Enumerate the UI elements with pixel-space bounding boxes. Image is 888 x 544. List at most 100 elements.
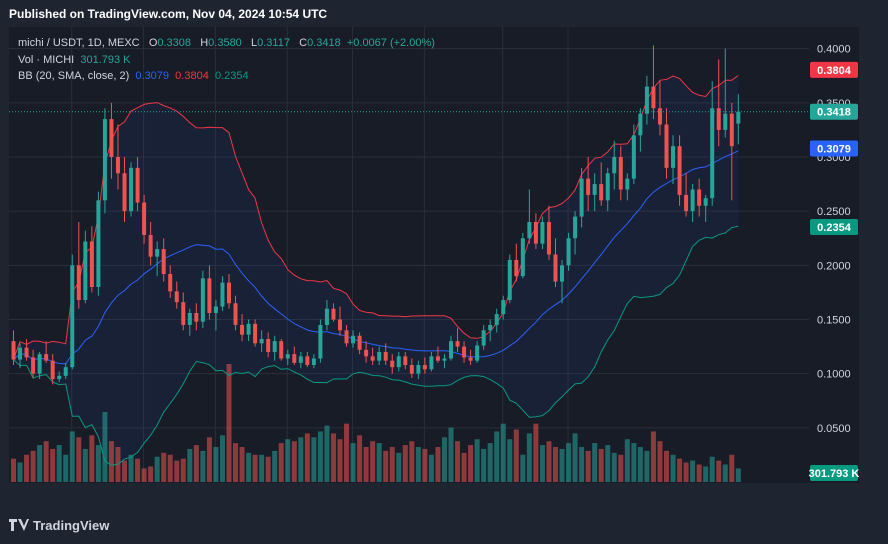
candle-body [403, 356, 408, 365]
candle-body [599, 184, 604, 201]
candle-body [115, 157, 120, 174]
volume-bar [370, 441, 376, 482]
bb-label[interactable]: BB (20, SMA, close, 2) [18, 70, 130, 82]
volume-bar [455, 441, 461, 482]
price-chart[interactable]: 0.40000.35000.30000.25000.20000.15000.10… [9, 27, 859, 483]
candle-body [657, 108, 662, 125]
volume-bar [409, 441, 415, 482]
candle-body [710, 108, 715, 199]
low-key: L [250, 37, 258, 49]
tradingview-logo-icon [9, 519, 29, 534]
candle-body [370, 356, 375, 361]
volume-bar [572, 433, 578, 482]
volume-bar [11, 458, 16, 482]
candle-body [644, 86, 649, 114]
candle-body [488, 324, 493, 331]
volume-bar [624, 439, 630, 482]
volume-bar [363, 447, 369, 482]
candle-body [546, 222, 551, 255]
volume-bar [703, 466, 709, 482]
symbol-row: michi / USDT, 1D, MEXC O0.3308 H0.3580 L… [18, 35, 435, 52]
badge-basis-bg [810, 140, 858, 157]
footer-brand[interactable]: TradingView [9, 518, 109, 534]
candle-body [377, 352, 382, 361]
bb-basis-value: 0.3079 [135, 70, 170, 82]
volume-bar [285, 439, 291, 482]
candle-body [168, 274, 173, 292]
bb-upper-line [13, 75, 739, 360]
candle-body [383, 352, 388, 361]
volume-bar [187, 448, 193, 482]
volume-bar [108, 441, 114, 482]
badge-upper-bg [810, 61, 858, 78]
volume-bar [141, 468, 147, 482]
volume-bar [330, 433, 336, 482]
price-axis-label: 0.1000 [817, 369, 851, 381]
volume-bar [513, 429, 519, 482]
badge-volume: 301.793 K [809, 468, 859, 480]
candle-body [579, 178, 584, 217]
volume-bar [30, 450, 36, 482]
candle-body [560, 265, 565, 282]
volume-bar [415, 447, 421, 482]
volume-bar [637, 447, 643, 482]
candle-body [44, 354, 49, 361]
volume-bar [154, 456, 160, 482]
volume-bar [76, 437, 82, 482]
volume-bar [193, 445, 199, 482]
candle-body [566, 238, 571, 266]
volume-label[interactable]: Vol · MICHI [18, 53, 75, 66]
candle-body [684, 194, 689, 212]
badge-lower: 0.2354 [817, 222, 852, 234]
volume-bar [520, 454, 526, 482]
candle-body [279, 341, 284, 359]
volume-bar [337, 439, 343, 482]
candle-body [573, 216, 578, 239]
candle-body [70, 265, 75, 368]
volume-bar [585, 450, 591, 482]
candle-body [89, 241, 94, 287]
candle-body [540, 222, 545, 244]
high-key: H [200, 37, 209, 49]
candle-body [311, 358, 316, 365]
candle-body [390, 360, 395, 368]
candle-body [220, 282, 225, 307]
candle-body [11, 341, 16, 360]
volume-bar [128, 454, 134, 482]
footer-brand-label: TradingView [33, 518, 110, 533]
volume-bar [657, 441, 663, 482]
volume-bar [148, 466, 154, 482]
candle-body [109, 119, 114, 157]
volume-bar [461, 452, 467, 482]
candle-body [331, 308, 336, 320]
volume-bar [468, 445, 474, 482]
candle-body [501, 300, 506, 315]
volume-bar [539, 445, 545, 482]
volume-bar [487, 443, 493, 482]
candle-body [422, 365, 427, 370]
candle-body [520, 238, 525, 277]
price-axis-label: 0.4000 [817, 44, 851, 56]
candle-body [396, 356, 401, 368]
candle-body [298, 356, 303, 363]
open-key: O [148, 37, 158, 49]
volume-bar [298, 437, 304, 482]
volume-bar [389, 447, 395, 482]
volume-bar [546, 441, 552, 482]
volume-bar [69, 431, 75, 482]
volume-bar [37, 445, 43, 482]
candle-body [318, 324, 323, 359]
candle-body [507, 259, 512, 300]
candle-body [475, 345, 480, 361]
volume-bar [396, 452, 402, 482]
volume-bar [350, 443, 356, 482]
candle-body [416, 365, 421, 374]
volume-bar [213, 447, 219, 482]
candle-body [24, 347, 29, 358]
volume-bar [344, 423, 350, 482]
volume-bar [278, 443, 284, 482]
candle-body [338, 319, 342, 331]
candle-body [226, 282, 231, 304]
candle-body [514, 259, 519, 277]
symbol-label[interactable]: michi / USDT, 1D, MEXC [18, 37, 140, 49]
